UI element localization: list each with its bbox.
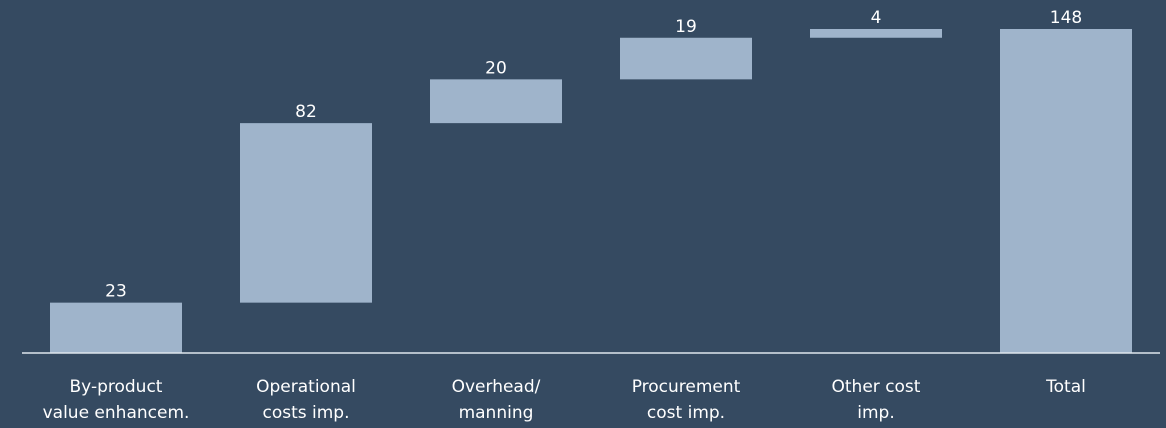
x-tick-label: Operational costs imp. <box>256 377 356 423</box>
x-tick-label-line: Overhead/ <box>452 377 541 397</box>
x-tick-label: Total <box>1045 377 1086 397</box>
value-label: 23 <box>105 282 127 302</box>
x-tick-label-line: costs imp. <box>262 403 349 423</box>
x-tick-label-line: By-product <box>70 377 163 397</box>
x-tick-label-line: cost imp. <box>647 403 725 423</box>
x-tick-label: Procurement cost imp. <box>632 377 741 423</box>
bar <box>430 79 562 124</box>
bar <box>50 302 182 353</box>
bar <box>620 37 752 80</box>
bar <box>810 29 942 38</box>
x-tick-label-line: value enhancem. <box>43 403 190 423</box>
x-tick-label-line: Operational <box>256 377 356 397</box>
value-label: 4 <box>871 8 882 28</box>
value-label: 20 <box>485 58 507 78</box>
value-label: 82 <box>295 102 317 122</box>
bar <box>1000 29 1132 353</box>
bar <box>240 123 372 303</box>
x-tick-label: By-product value enhancem. <box>43 377 190 423</box>
x-tick-label: Other cost imp. <box>832 377 921 423</box>
x-tick-label-line: imp. <box>857 403 894 423</box>
x-tick-label: Overhead/manning <box>452 377 541 423</box>
x-tick-label-line: Procurement <box>632 377 741 397</box>
x-tick-label-line: Other cost <box>832 377 921 397</box>
value-label: 148 <box>1050 8 1082 28</box>
x-tick-label-line: Total <box>1045 377 1086 397</box>
value-label: 19 <box>675 17 697 37</box>
x-tick-label-line: manning <box>459 403 534 423</box>
